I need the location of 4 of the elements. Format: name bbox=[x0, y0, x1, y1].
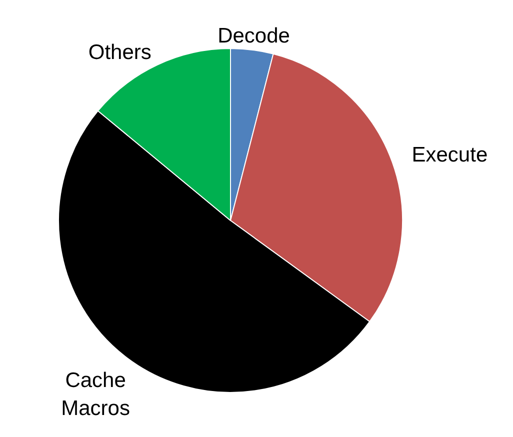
slice-label: Cache Macros bbox=[61, 369, 130, 420]
slice-label: Execute bbox=[412, 144, 488, 167]
slice-label: Decode bbox=[218, 24, 290, 48]
slice-label: Others bbox=[88, 40, 152, 64]
